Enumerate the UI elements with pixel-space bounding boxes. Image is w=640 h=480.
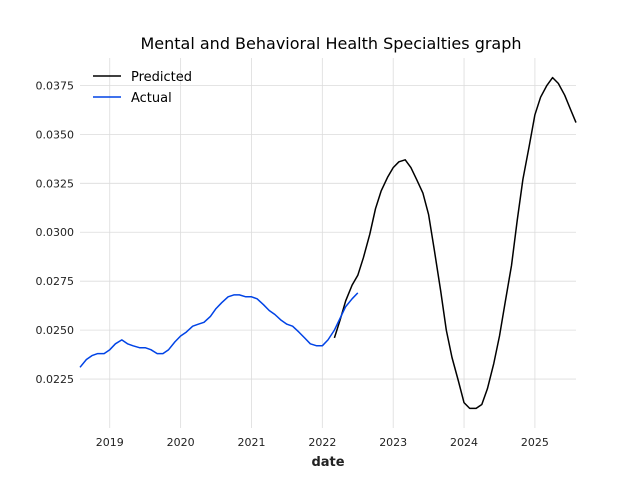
x-tick-label: 2020 [167,436,195,449]
y-tick-label: 0.0350 [36,128,75,141]
chart-title: Mental and Behavioral Health Specialties… [140,34,521,53]
x-tick-label: 2022 [308,436,336,449]
x-axis-label: date [311,455,344,470]
x-tick-label: 2024 [450,436,478,449]
series-line-actual [79,292,359,368]
series-layer [79,76,577,410]
series-line-predicted [333,76,577,410]
x-axis: 2019 2020 2021 2022 2023 2024 2025 [96,436,549,449]
y-tick-label: 0.0325 [36,177,75,190]
y-tick-label: 0.0300 [36,226,75,239]
y-axis: 0.0225 0.0250 0.0275 0.0300 0.0325 0.0350 0.03… [36,79,75,386]
y-tick-label: 0.0225 [36,373,75,386]
x-tick-label: 2021 [237,436,265,449]
legend-label: Predicted [131,70,192,85]
y-tick-label: 0.0250 [36,324,75,337]
grid [80,58,576,428]
x-tick-label: 2019 [96,436,124,449]
y-tick-label: 0.0275 [36,275,75,288]
y-tick-label: 0.0375 [36,79,75,92]
x-tick-label: 2023 [379,436,407,449]
legend-label: Actual [131,91,172,106]
legend: Predicted Actual [93,70,192,106]
x-tick-label: 2025 [521,436,549,449]
